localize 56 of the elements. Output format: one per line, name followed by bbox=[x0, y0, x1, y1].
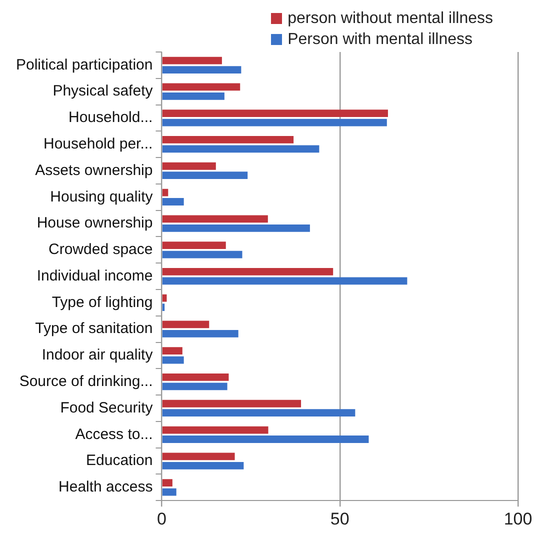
bar bbox=[162, 382, 228, 390]
y-tick-label: Education bbox=[86, 452, 153, 470]
bar bbox=[162, 188, 168, 196]
bar bbox=[162, 110, 388, 118]
bar bbox=[162, 330, 238, 338]
bar bbox=[162, 224, 310, 232]
bar bbox=[162, 118, 387, 126]
y-tick-label: Household... bbox=[68, 109, 153, 126]
y-tick-label: Political participation bbox=[16, 56, 153, 74]
bar bbox=[162, 409, 356, 417]
bar bbox=[162, 66, 242, 74]
y-tick-label: Assets ownership bbox=[35, 162, 153, 179]
bar bbox=[162, 145, 320, 153]
bar bbox=[162, 172, 248, 180]
y-tick-label: Type of lighting bbox=[52, 294, 153, 311]
y-tick-label: Indoor air quality bbox=[42, 346, 154, 364]
bar bbox=[162, 162, 216, 170]
bar bbox=[162, 488, 176, 496]
bar bbox=[162, 83, 240, 91]
bar bbox=[162, 320, 210, 328]
bar bbox=[162, 436, 369, 443]
bar bbox=[162, 56, 222, 64]
bar bbox=[162, 294, 167, 302]
y-tick-label: Food Security bbox=[60, 399, 154, 416]
y-tick-label: Household per... bbox=[43, 136, 153, 152]
y-tick-label: Type of sanitation bbox=[35, 320, 153, 338]
x-tick-label: 0 bbox=[157, 509, 166, 528]
bar bbox=[162, 277, 408, 285]
y-tick-label: Housing quality bbox=[50, 188, 154, 206]
bar bbox=[162, 268, 334, 276]
bar bbox=[162, 426, 268, 434]
bar bbox=[162, 215, 268, 223]
bar bbox=[162, 242, 226, 249]
bar bbox=[162, 479, 172, 486]
y-tick-label: Source of drinking... bbox=[19, 372, 153, 390]
y-tick-label: Physical safety bbox=[52, 82, 154, 100]
bar bbox=[162, 304, 165, 311]
bar bbox=[162, 400, 302, 408]
y-tick-label: House ownership bbox=[36, 214, 153, 232]
legend-label: person without mental illness bbox=[288, 9, 493, 29]
bar bbox=[162, 250, 242, 258]
x-tick-label: 100 bbox=[504, 509, 532, 528]
y-tick-label: Crowded space bbox=[48, 241, 153, 258]
legend-label: Person with mental illness bbox=[288, 30, 473, 50]
y-tick-label: Health access bbox=[58, 478, 153, 496]
y-tick-label: Access to... bbox=[75, 426, 153, 443]
y-tick-label: Individual income bbox=[36, 267, 153, 284]
bar bbox=[162, 136, 294, 144]
bar bbox=[162, 356, 184, 364]
bar bbox=[162, 452, 235, 460]
bar bbox=[162, 462, 244, 470]
bar bbox=[162, 92, 224, 100]
bar bbox=[162, 198, 184, 206]
x-tick-label: 50 bbox=[330, 509, 350, 528]
bar bbox=[162, 374, 229, 381]
bar bbox=[162, 347, 182, 355]
